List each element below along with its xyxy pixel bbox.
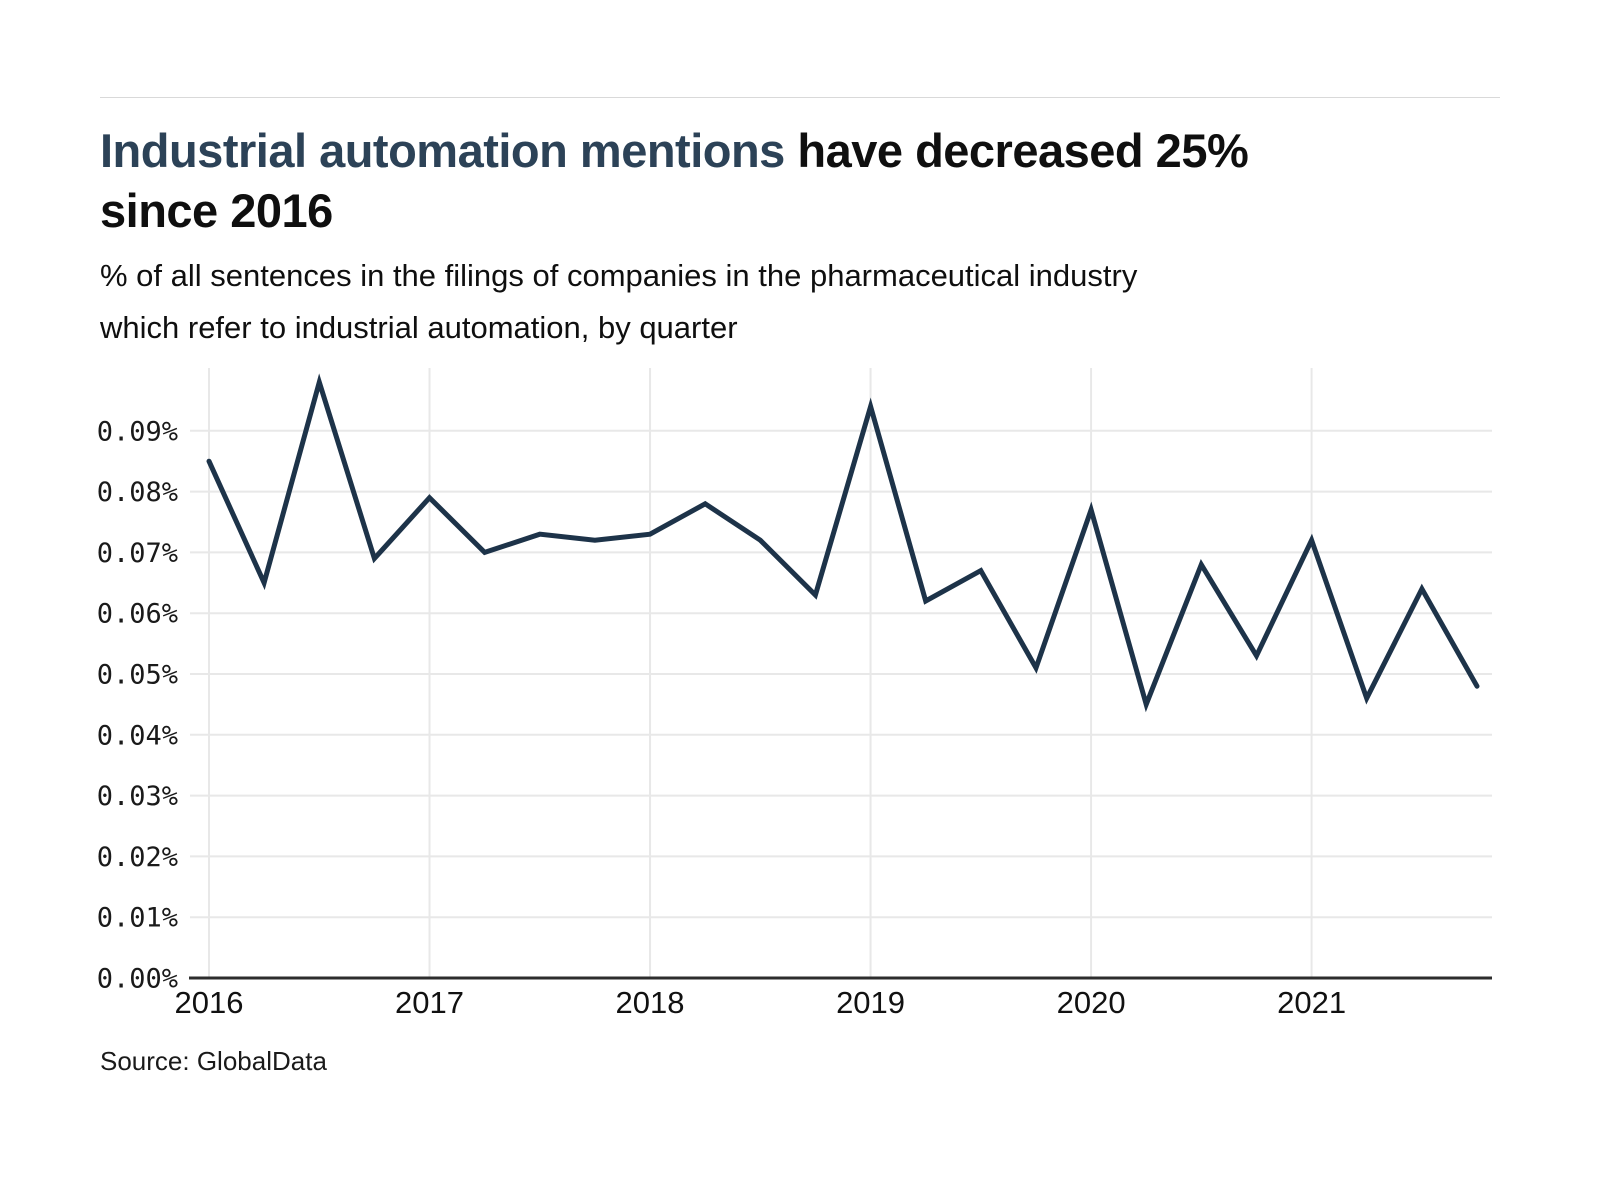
- y-tick-label: 0.03%: [97, 781, 178, 812]
- title-highlight: Industrial automation mentions: [100, 124, 785, 177]
- y-tick-label: 0.01%: [97, 903, 178, 934]
- source-note: Source: GlobalData: [100, 1046, 327, 1076]
- y-tick-label: 0.09%: [97, 416, 178, 447]
- series-line: [206, 373, 1480, 713]
- x-tick-label: 2019: [836, 985, 905, 1020]
- subtitle-line2: which refer to industrial automation, by…: [100, 310, 738, 345]
- subtitle-line1: % of all sentences in the filings of com…: [100, 258, 1138, 293]
- x-tick-label: 2018: [616, 985, 685, 1020]
- y-tick-label: 0.04%: [97, 720, 178, 751]
- y-tick-label: 0.02%: [97, 842, 178, 873]
- y-tick-label: 0.05%: [97, 660, 178, 691]
- y-tick-label: 0.07%: [97, 538, 178, 569]
- x-tick-label: 2021: [1277, 985, 1346, 1020]
- x-tick-label: 2016: [175, 985, 244, 1020]
- y-tick-label: 0.08%: [97, 477, 178, 508]
- top-divider: [100, 97, 1500, 98]
- y-tick-label: 0.00%: [97, 964, 178, 995]
- title-rest: have decreased 25%: [784, 124, 1249, 177]
- title-line2: since 2016: [100, 184, 333, 237]
- chart-subtitle: % of all sentences in the filings of com…: [100, 250, 1560, 354]
- x-tick-label: 2017: [395, 985, 464, 1020]
- x-tick-label: 2020: [1057, 985, 1126, 1020]
- y-tick-label: 0.06%: [97, 599, 178, 630]
- page-title: Industrial automation mentions have decr…: [100, 121, 1560, 241]
